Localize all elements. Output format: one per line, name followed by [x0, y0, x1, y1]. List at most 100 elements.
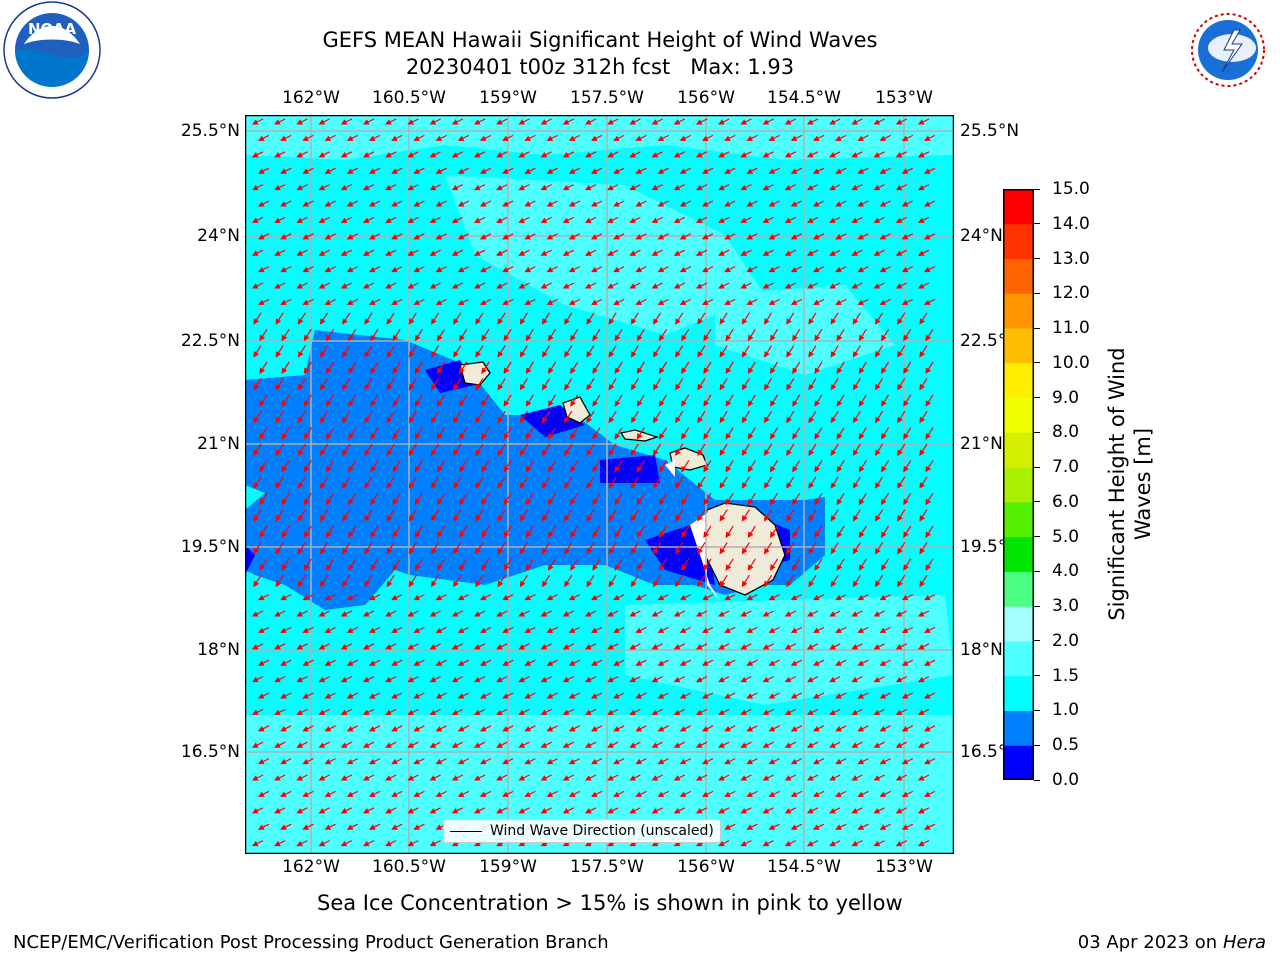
wind-wave-arrow	[586, 312, 595, 325]
wind-wave-arrow	[719, 542, 728, 555]
wind-wave-arrow	[451, 249, 464, 256]
wind-wave-arrow	[636, 328, 645, 342]
wind-wave-arrow	[703, 492, 712, 506]
wind-wave-arrow	[473, 282, 486, 289]
wind-wave-arrow	[695, 249, 708, 256]
wind-wave-arrow	[540, 249, 552, 256]
wind-wave-arrow	[613, 298, 625, 305]
wind-wave-arrow	[459, 328, 468, 342]
colorbar-tick-mark	[1034, 223, 1040, 225]
wind-wave-arrow	[858, 492, 867, 506]
wind-wave-arrow	[540, 118, 552, 125]
wind-wave-arrow	[473, 184, 486, 191]
wind-wave-arrow	[435, 266, 447, 273]
wind-wave-arrow	[874, 345, 884, 358]
wind-wave-arrow	[830, 345, 839, 358]
wind-wave-arrow	[503, 394, 512, 407]
wind-wave-arrow	[718, 184, 730, 191]
wind-wave-arrow	[925, 328, 934, 342]
wind-wave-arrow	[786, 542, 795, 555]
wind-wave-arrow	[635, 200, 647, 207]
wind-wave-arrow	[525, 525, 534, 539]
wind-wave-arrow	[453, 509, 462, 522]
wind-wave-arrow	[852, 378, 861, 391]
wind-wave-arrow	[651, 282, 663, 289]
wind-wave-arrow	[435, 298, 447, 305]
wind-wave-arrow	[607, 118, 619, 125]
wind-wave-arrow	[407, 249, 419, 256]
lon-label-bottom-1: 160.5°W	[372, 857, 446, 877]
wind-wave-arrow	[608, 542, 617, 555]
wind-wave-arrow	[830, 476, 839, 489]
wind-wave-arrow	[590, 134, 603, 141]
wind-wave-arrow	[635, 134, 647, 141]
wind-wave-arrow	[873, 184, 885, 191]
wind-wave-arrow	[806, 184, 819, 191]
wind-wave-arrow	[830, 574, 839, 588]
wind-wave-arrow	[547, 460, 557, 473]
wind-wave-arrow	[496, 118, 508, 125]
wind-wave-arrow	[657, 167, 669, 174]
wind-wave-arrow	[568, 233, 581, 240]
wind-wave-arrow	[348, 328, 357, 342]
wind-wave-arrow	[808, 410, 817, 424]
wind-wave-arrow	[414, 361, 423, 375]
wind-wave-arrow	[342, 410, 351, 424]
wind-wave-arrow	[346, 298, 359, 305]
wind-wave-arrow	[297, 509, 306, 522]
wind-wave-arrow	[325, 525, 335, 539]
colorbar-tick-mark	[1034, 397, 1040, 399]
footer-date: 03 Apr 2023 on	[1077, 932, 1223, 953]
wind-wave-arrow	[342, 345, 351, 358]
wind-wave-arrow	[436, 328, 446, 342]
wind-wave-arrow	[747, 394, 756, 407]
wind-wave-arrow	[302, 233, 314, 240]
wind-wave-arrow	[430, 509, 440, 522]
wind-wave-arrow	[325, 427, 335, 440]
wind-wave-arrow	[681, 460, 690, 473]
wind-wave-arrow	[724, 167, 736, 174]
wind-wave-arrow	[917, 184, 930, 191]
wind-wave-arrow	[725, 394, 734, 407]
map-svg	[244, 114, 955, 855]
wind-wave-arrow	[386, 345, 395, 358]
wind-wave-arrow	[746, 298, 758, 305]
wind-wave-arrow	[524, 134, 536, 141]
wind-wave-arrow	[547, 394, 557, 407]
wind-wave-arrow	[762, 118, 774, 125]
wind-wave-arrow	[568, 134, 581, 141]
wind-wave-arrow	[324, 233, 336, 240]
wind-wave-arrow	[368, 594, 381, 601]
footer-host: Hera	[1222, 932, 1266, 953]
wind-wave-arrow	[475, 542, 484, 555]
wind-wave-arrow	[319, 312, 329, 325]
wind-wave-arrow	[857, 200, 869, 207]
wind-wave-arrow	[814, 394, 823, 407]
wind-wave-arrow	[325, 394, 335, 407]
wind-wave-arrow	[586, 542, 595, 555]
wind-wave-arrow	[481, 525, 490, 539]
wind-wave-arrow	[340, 282, 353, 289]
lon-label-bottom-0: 162°W	[282, 857, 340, 877]
wind-wave-arrow	[679, 594, 692, 601]
wind-wave-arrow	[903, 492, 912, 506]
wind-wave-arrow	[586, 476, 595, 489]
wind-wave-arrow	[392, 525, 401, 539]
wind-wave-arrow	[806, 118, 819, 125]
wind-wave-arrow	[873, 249, 885, 256]
wind-wave-arrow	[481, 427, 490, 440]
lat-label-left-1: 24°N	[197, 226, 240, 246]
wind-wave-arrow	[274, 118, 286, 125]
wind-wave-arrow	[348, 394, 357, 407]
wind-wave-arrow	[808, 574, 817, 588]
wind-wave-arrow	[541, 574, 551, 588]
wind-wave-arrow	[835, 266, 847, 273]
wind-wave-arrow	[296, 118, 308, 125]
wind-wave-arrow	[257, 594, 270, 601]
wind-wave-arrow	[701, 167, 714, 174]
wind-wave-arrow	[857, 134, 869, 141]
wind-wave-arrow	[259, 460, 268, 473]
wind-wave-arrow	[473, 216, 486, 223]
wind-wave-arrow	[897, 378, 906, 391]
wind-wave-arrow	[724, 266, 736, 273]
